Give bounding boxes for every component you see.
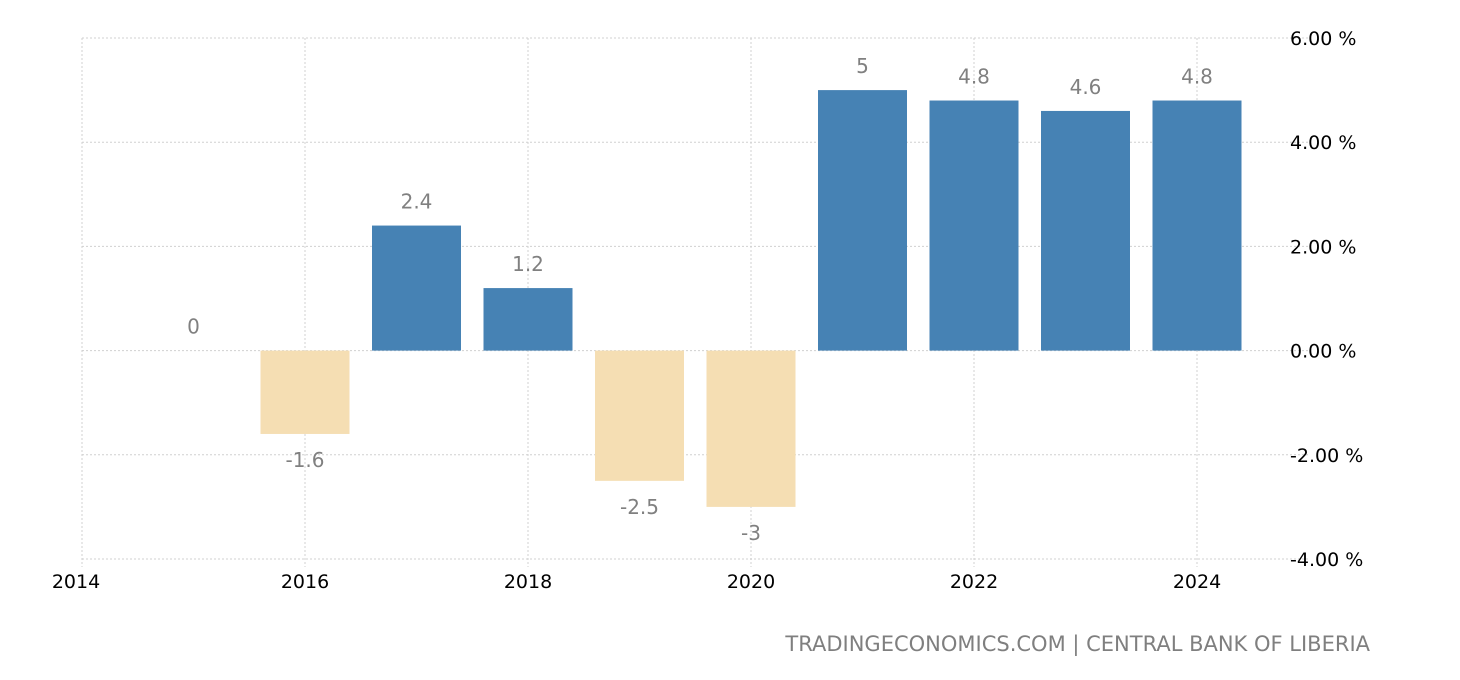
bar-2017: [372, 225, 461, 351]
x-tick-label: 2018: [504, 571, 552, 593]
data-label-2017: 2.4: [401, 190, 433, 214]
x-axis: 2014 2016 2018 2020 2022 2024: [52, 571, 1221, 593]
data-label-2024: 4.8: [1181, 65, 1213, 89]
bar-2021: [818, 90, 907, 351]
data-label-2018: 1.2: [512, 252, 544, 276]
data-label-2021: 5: [856, 54, 869, 78]
bar-2018: [483, 288, 573, 351]
y-tick-label: 2.00 %: [1290, 236, 1356, 258]
data-label-2019: -2.5: [620, 495, 659, 519]
x-tick-label: 2014: [52, 571, 100, 593]
source-credit: TRADINGECONOMICS.COM | CENTRAL BANK OF L…: [784, 632, 1370, 657]
y-tick-label: 0.00 %: [1290, 341, 1356, 363]
bars: [260, 90, 1242, 507]
x-tick-label: 2020: [727, 571, 775, 593]
data-label-2023: 4.6: [1070, 75, 1102, 99]
bar-2022: [929, 100, 1019, 351]
data-label-2015: 0: [187, 315, 200, 339]
y-tick-label: 6.00 %: [1290, 28, 1356, 50]
x-tick-label: 2016: [281, 571, 329, 593]
bar-2023: [1041, 110, 1130, 351]
bar-2019: [595, 350, 684, 481]
bar-2020: [706, 350, 796, 507]
y-axis: 6.00 % 4.00 % 2.00 % 0.00 % -2.00 % -4.00 %: [1290, 28, 1363, 571]
y-tick-label: -4.00 %: [1290, 549, 1363, 571]
data-label-2022: 4.8: [958, 65, 990, 89]
data-label-2020: -3: [741, 521, 761, 545]
bar-2016: [260, 350, 350, 434]
data-label-2016: -1.6: [285, 448, 324, 472]
data-labels: 0 -1.6 2.4 1.2 -2.5 -3 5 4.8 4.6 4.8: [187, 54, 1213, 545]
bar-2024: [1152, 100, 1242, 351]
x-tick-label: 2024: [1173, 571, 1221, 593]
y-tick-label: 4.00 %: [1290, 132, 1356, 154]
y-tick-label: -2.00 %: [1290, 445, 1363, 467]
x-tick-label: 2022: [950, 571, 998, 593]
